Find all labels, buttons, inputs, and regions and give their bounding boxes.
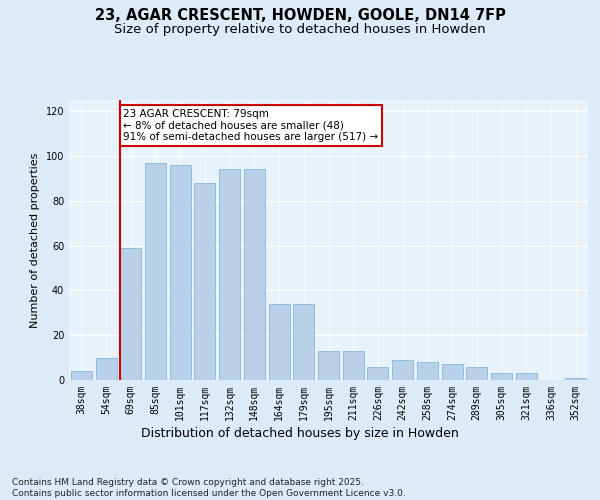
- Bar: [95, 358, 116, 380]
- Bar: [466, 366, 487, 380]
- Bar: [71, 371, 92, 380]
- Bar: [219, 170, 240, 380]
- Bar: [442, 364, 463, 380]
- Bar: [565, 378, 586, 380]
- Text: Size of property relative to detached houses in Howden: Size of property relative to detached ho…: [114, 22, 486, 36]
- Bar: [145, 162, 166, 380]
- Bar: [343, 351, 364, 380]
- Bar: [269, 304, 290, 380]
- Text: Contains HM Land Registry data © Crown copyright and database right 2025.
Contai: Contains HM Land Registry data © Crown c…: [12, 478, 406, 498]
- Bar: [417, 362, 438, 380]
- Bar: [170, 165, 191, 380]
- Text: 23 AGAR CRESCENT: 79sqm
← 8% of detached houses are smaller (48)
91% of semi-det: 23 AGAR CRESCENT: 79sqm ← 8% of detached…: [123, 109, 379, 142]
- Text: Distribution of detached houses by size in Howden: Distribution of detached houses by size …: [141, 428, 459, 440]
- Bar: [491, 374, 512, 380]
- Bar: [293, 304, 314, 380]
- Bar: [392, 360, 413, 380]
- Text: 23, AGAR CRESCENT, HOWDEN, GOOLE, DN14 7FP: 23, AGAR CRESCENT, HOWDEN, GOOLE, DN14 7…: [95, 8, 505, 22]
- Bar: [367, 366, 388, 380]
- Bar: [516, 374, 537, 380]
- Bar: [318, 351, 339, 380]
- Bar: [194, 183, 215, 380]
- Bar: [244, 170, 265, 380]
- Y-axis label: Number of detached properties: Number of detached properties: [30, 152, 40, 328]
- Bar: [120, 248, 141, 380]
